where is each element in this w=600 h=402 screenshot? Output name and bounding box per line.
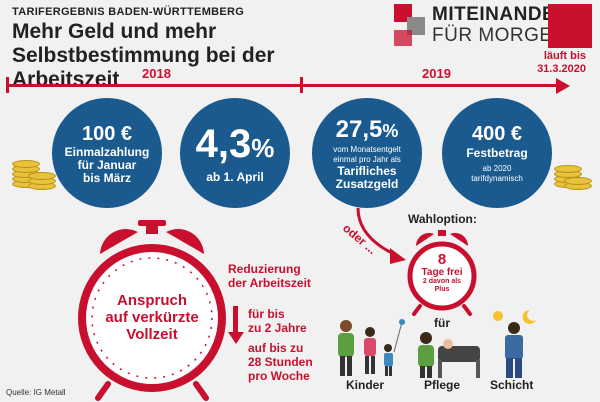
wage-increase-value: 4,3%	[195, 122, 275, 166]
additional-payment-value: 27,5%	[335, 115, 399, 143]
option-clock-line-3: Plus	[434, 286, 450, 293]
care-icon	[418, 332, 480, 378]
subtitle: TARIFERGEBNIS BADEN-WÜRTTEMBERG	[12, 6, 245, 18]
year-2018: 2018	[142, 66, 171, 81]
reduction-line-2: der Arbeitszeit	[228, 276, 311, 290]
logo-text-line-2: FÜR MORGEN	[432, 25, 567, 46]
one-time-payment-line-2: für Januar	[77, 157, 137, 172]
logo-text-line-1: MITEINANDER	[432, 4, 570, 25]
circle-one-time-payment: 100 € Einmalzahlung für Januar bis März	[52, 98, 162, 208]
clock-main-line-3: Vollzeit	[126, 326, 178, 343]
arrow-option-icon	[356, 208, 406, 264]
arrow-down-icon	[228, 306, 244, 344]
reduction-line-7: pro Woche	[248, 369, 310, 383]
runs-until-label: läuft bis 31.3.2020	[520, 50, 586, 76]
reduction-line-6: 28 Stunden	[248, 355, 313, 369]
children-icon	[338, 319, 405, 376]
timeline-tick-start	[6, 77, 9, 93]
runs-until-line-1: läuft bis	[543, 50, 586, 62]
year-2019: 2019	[422, 66, 451, 81]
reduction-line-5: auf bis zu	[248, 341, 304, 355]
reduction-line-1: Reduzierung	[228, 262, 301, 276]
group-care: Pflege	[424, 378, 461, 392]
clock-main-text: Anspruch auf verkürzte Vollzeit	[82, 292, 222, 343]
shift-work-icon	[493, 309, 536, 378]
source-note: Quelle: IG Metall	[6, 388, 66, 397]
circle-wage-increase: 4,3% ab 1. April	[180, 98, 290, 208]
circle-fixed-amount: 400 € Festbetrag ab 2020 tarifdynamisch	[442, 98, 552, 208]
ig-metall-logo	[548, 4, 592, 48]
additional-payment-line-2: einmal pro Jahr als	[333, 154, 401, 164]
runs-until-line-2: 31.3.2020	[537, 63, 586, 75]
one-time-payment-line-3: bis März	[82, 170, 131, 185]
reduction-heading: Reduzierung der Arbeitszeit	[228, 262, 311, 290]
reduction-duration: für bis zu 2 Jahre	[248, 307, 307, 335]
group-children: Kinder	[346, 378, 385, 392]
page-title: Mehr Geld und mehr Selbstbestimmung bei …	[12, 20, 382, 92]
small-alarm-clock-icon	[407, 230, 477, 316]
for-label: für	[434, 316, 450, 330]
coin-stack-left	[12, 150, 56, 190]
additional-payment-line-1: vom Monatsentgelt	[333, 144, 401, 154]
fixed-amount-line-1: Festbetrag	[466, 146, 528, 160]
clock-main-line-1: Anspruch	[116, 292, 187, 309]
timeline-bar	[6, 84, 562, 87]
option-clock-days: 8	[437, 251, 447, 268]
group-shift: Schicht	[490, 378, 534, 392]
circle-additional-payment: 27,5% vom Monatsentgelt einmal pro Jahr …	[312, 98, 422, 208]
fixed-amount-line-2: ab 2020	[482, 164, 512, 173]
wage-increase-date: ab 1. April	[206, 170, 264, 184]
timeline-arrow-icon	[556, 78, 570, 94]
reduction-line-3: für bis	[248, 307, 285, 321]
additional-payment-line-4: Zusatzgeld	[335, 176, 399, 191]
one-time-payment-line-1: Einmalzahlung	[64, 144, 150, 159]
option-label: Wahloption:	[408, 212, 477, 226]
clock-main-line-2: auf verkürzte	[105, 309, 199, 326]
option-clock-text: 8 Tage frei 2 davon als Plus	[404, 252, 480, 294]
reduction-line-4: zu 2 Jahre	[248, 321, 307, 335]
reduction-hours: auf bis zu 28 Stunden pro Woche	[248, 341, 313, 383]
one-time-payment-amount: 100 €	[81, 122, 133, 145]
option-clock-line-1: Tage frei	[421, 267, 463, 278]
additional-payment-line-3: Tarifliches	[337, 163, 397, 178]
alarm-clock-icon	[78, 220, 226, 401]
timeline-tick-middle	[300, 77, 303, 93]
logo-square-red-2	[394, 30, 412, 46]
title-line-1: Mehr Geld und mehr	[12, 20, 217, 43]
fixed-amount-value: 400 €	[471, 123, 523, 145]
coin-stack-right	[554, 150, 594, 190]
fixed-amount-line-3: tarifdynamisch	[471, 174, 523, 183]
option-clock-line-2: 2 davon als	[422, 278, 462, 285]
